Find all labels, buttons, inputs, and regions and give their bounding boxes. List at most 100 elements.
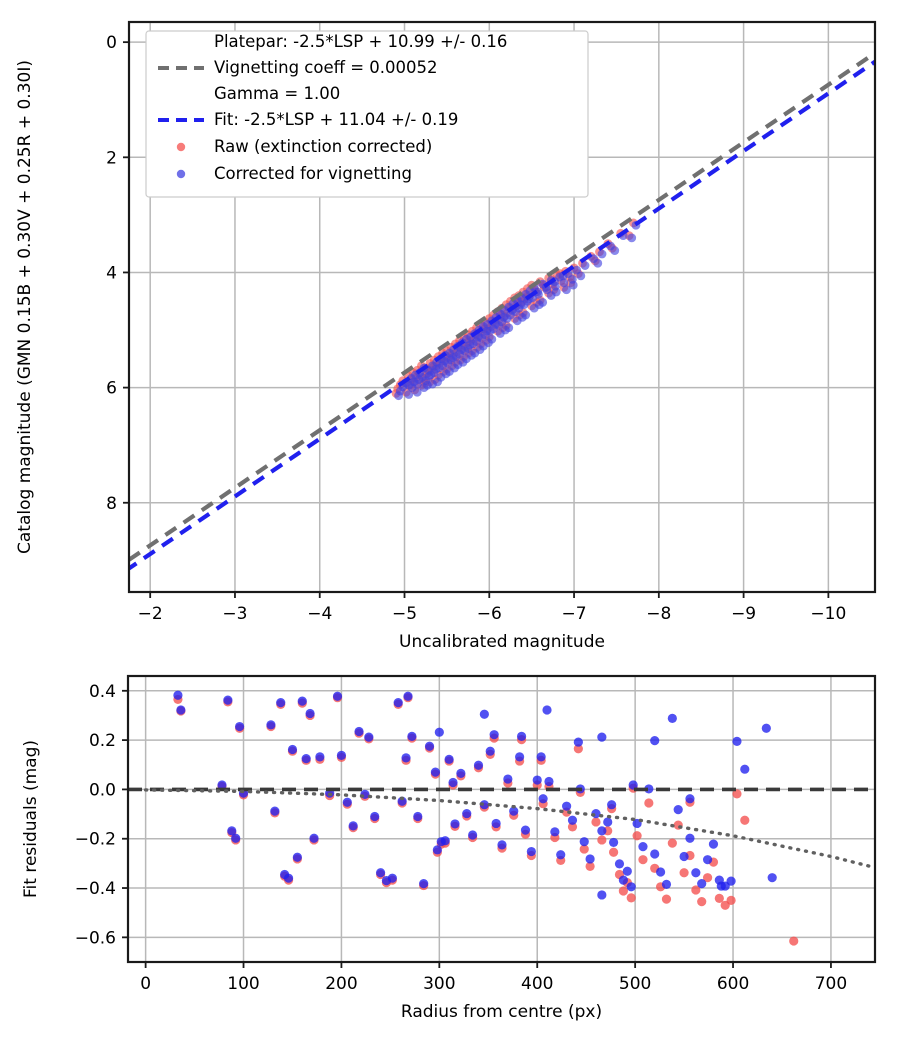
top-xtick-label-2: −4	[307, 604, 332, 624]
residual-point	[685, 794, 695, 804]
residual-point	[448, 777, 458, 788]
residual-point	[632, 831, 642, 841]
residual-point	[292, 852, 302, 862]
top-xtick-label-1: −3	[222, 604, 247, 624]
data-point	[414, 375, 424, 384]
data-point	[456, 345, 466, 355]
residual-point	[309, 833, 319, 843]
legend-dot-swatch-4	[176, 142, 186, 152]
residual-point	[597, 732, 607, 742]
vignetting-model-curve	[143, 788, 872, 869]
residual-point	[450, 819, 460, 829]
residual-point	[276, 698, 286, 708]
legend-entry-4[interactable]: Raw (extinction corrected)	[176, 137, 432, 156]
legend-entry-5[interactable]: Corrected for vignetting	[176, 164, 412, 183]
top-panel-legend: Platepar: -2.5*LSP + 10.99 +/- 0.16 Vigne…	[145, 30, 589, 198]
top-xtick-label-3: −5	[392, 604, 417, 624]
residual-point	[536, 752, 546, 762]
residual-point	[393, 698, 403, 708]
legend-entry-3[interactable]: Fit: -2.5*LSP + 11.04 +/- 0.19	[158, 110, 458, 129]
residual-point	[444, 754, 454, 764]
residual-point	[370, 811, 380, 822]
residual-point	[644, 798, 654, 808]
residual-point	[550, 827, 560, 837]
residual-point	[473, 760, 484, 770]
data-point	[499, 312, 509, 322]
residual-point	[270, 806, 280, 816]
residual-series-corrected	[173, 690, 777, 900]
residual-point	[573, 744, 583, 754]
data-point	[484, 338, 493, 348]
residual-point	[440, 836, 450, 846]
residual-point	[697, 879, 707, 889]
top-xtick-label-0: −2	[138, 604, 163, 624]
data-point	[610, 246, 620, 255]
residual-point	[235, 721, 245, 732]
residual-point	[761, 723, 771, 733]
residual-point	[691, 868, 701, 878]
residual-point	[287, 744, 298, 755]
residual-xaxis-label: Radius from centre (px)	[401, 1002, 602, 1022]
legend-label-4: Raw (extinction corrected)	[214, 137, 432, 156]
residual-point	[618, 886, 628, 896]
scatter-series-corrected	[394, 220, 641, 401]
residual-point	[332, 691, 343, 701]
residual-point	[515, 752, 525, 762]
data-point	[551, 287, 561, 297]
legend-label-3: Fit: -2.5*LSP + 11.04 +/- 0.19	[214, 110, 458, 129]
residual-point	[491, 818, 501, 829]
residual-point	[434, 727, 444, 737]
legend-entry-0[interactable]: Platepar: -2.5*LSP + 10.99 +/- 0.16	[214, 32, 507, 51]
residual-point	[673, 805, 683, 815]
residual-point	[562, 801, 572, 811]
residual-point	[740, 764, 750, 774]
residual-point	[685, 833, 695, 843]
legend-entry-2[interactable]: Gamma = 1.00	[214, 84, 340, 103]
residual-panel-background	[128, 676, 875, 962]
residual-xtick-label-0: 0	[140, 974, 151, 994]
top-panel-group: −2 −3 −4 −5 −6 −7 −8 −9 −10 0 2 4 6 8 Uncalibrated mag…	[15, 20, 877, 652]
data-point	[404, 390, 414, 399]
residual-ytick-label-3: −0.2	[75, 830, 116, 850]
residual-point	[315, 752, 325, 762]
data-point	[517, 312, 527, 322]
residual-point	[231, 833, 241, 843]
residual-point	[655, 867, 666, 877]
data-point	[559, 278, 569, 288]
top-xtick-label-4: −6	[477, 604, 502, 624]
residual-ytick-label-5: −0.6	[75, 928, 116, 948]
residual-point	[520, 825, 531, 835]
residual-point	[597, 826, 607, 836]
residual-point	[217, 780, 227, 790]
data-point	[423, 380, 432, 390]
residual-point	[626, 893, 636, 903]
residual-point	[614, 859, 625, 869]
residual-point	[462, 808, 472, 819]
legend-entry-1[interactable]: Vignetting coeff = 0.00052	[158, 58, 438, 77]
residual-point	[297, 696, 307, 706]
legend-label-0: Platepar: -2.5*LSP + 10.99 +/- 0.16	[214, 32, 507, 51]
residual-xtick-label-3: 300	[423, 974, 455, 994]
data-point	[475, 345, 485, 355]
data-point	[534, 300, 544, 310]
residual-point	[407, 731, 417, 742]
residual-point	[544, 776, 554, 787]
residual-point	[585, 854, 595, 864]
residual-point	[607, 800, 617, 810]
residual-ytick-label-2: 0.0	[89, 780, 116, 800]
residual-panel-frame	[126, 674, 877, 964]
data-point	[448, 353, 458, 363]
residual-point	[173, 690, 183, 700]
residual-ytick-label-1: 0.2	[89, 731, 116, 751]
residual-point	[227, 826, 237, 836]
residual-point	[726, 876, 736, 886]
residual-point	[283, 873, 294, 883]
residual-point	[497, 840, 507, 850]
top-yaxis-label: Catalog magnitude (GMN 0.15B + 0.30V + 0…	[15, 60, 35, 554]
residual-point	[375, 868, 386, 878]
residual-point	[714, 893, 724, 903]
residual-point	[397, 796, 407, 806]
residual-point	[667, 838, 677, 848]
top-xtick-label-7: −9	[731, 604, 756, 624]
